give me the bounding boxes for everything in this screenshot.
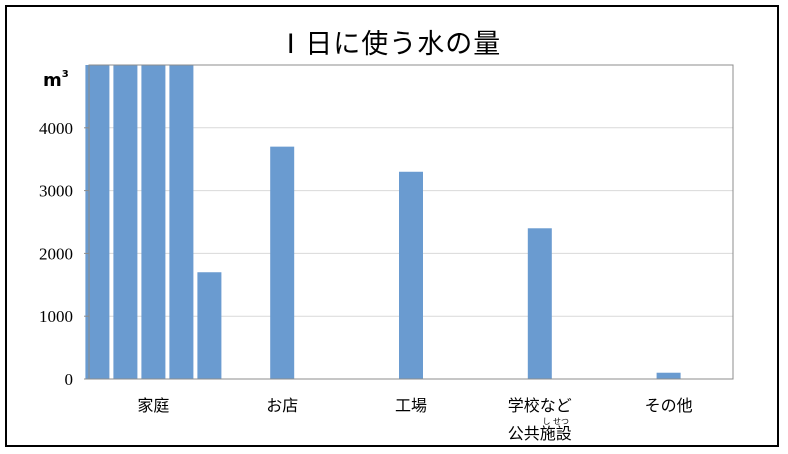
bar bbox=[270, 146, 295, 379]
x-category-label-line2: 公共施設 bbox=[508, 424, 572, 443]
plot-area-border bbox=[88, 64, 734, 380]
axes bbox=[84, 64, 734, 380]
bar bbox=[141, 65, 166, 379]
y-unit-label: m3 bbox=[43, 69, 69, 91]
x-category-ruby: し せつ bbox=[543, 417, 570, 426]
y-tick-labels: 0 1000 2000 3000 4000 bbox=[39, 119, 73, 389]
y-tick-label: 0 bbox=[65, 370, 74, 389]
x-category-label: 工場 bbox=[395, 396, 427, 415]
bar bbox=[113, 65, 138, 379]
bars bbox=[85, 65, 681, 379]
bar bbox=[656, 372, 681, 379]
y-tick-label: 1000 bbox=[39, 307, 73, 326]
chart-title: Ⅰ 日に使う水の量 bbox=[286, 29, 502, 60]
bar bbox=[197, 272, 222, 379]
y-tick-label: 4000 bbox=[39, 119, 73, 138]
bar bbox=[169, 65, 194, 379]
x-category-label: お店 bbox=[266, 396, 298, 415]
y-tick-label: 2000 bbox=[39, 244, 73, 263]
y-tick-label: 3000 bbox=[39, 182, 73, 201]
x-category-label: 家庭 bbox=[137, 396, 169, 415]
x-category-label: 学校など bbox=[508, 396, 572, 415]
bar bbox=[399, 171, 423, 379]
y-unit-text: m bbox=[43, 70, 62, 91]
x-category-label: その他 bbox=[645, 396, 693, 415]
bar bbox=[527, 228, 552, 379]
y-unit-superscript: 3 bbox=[62, 69, 69, 80]
